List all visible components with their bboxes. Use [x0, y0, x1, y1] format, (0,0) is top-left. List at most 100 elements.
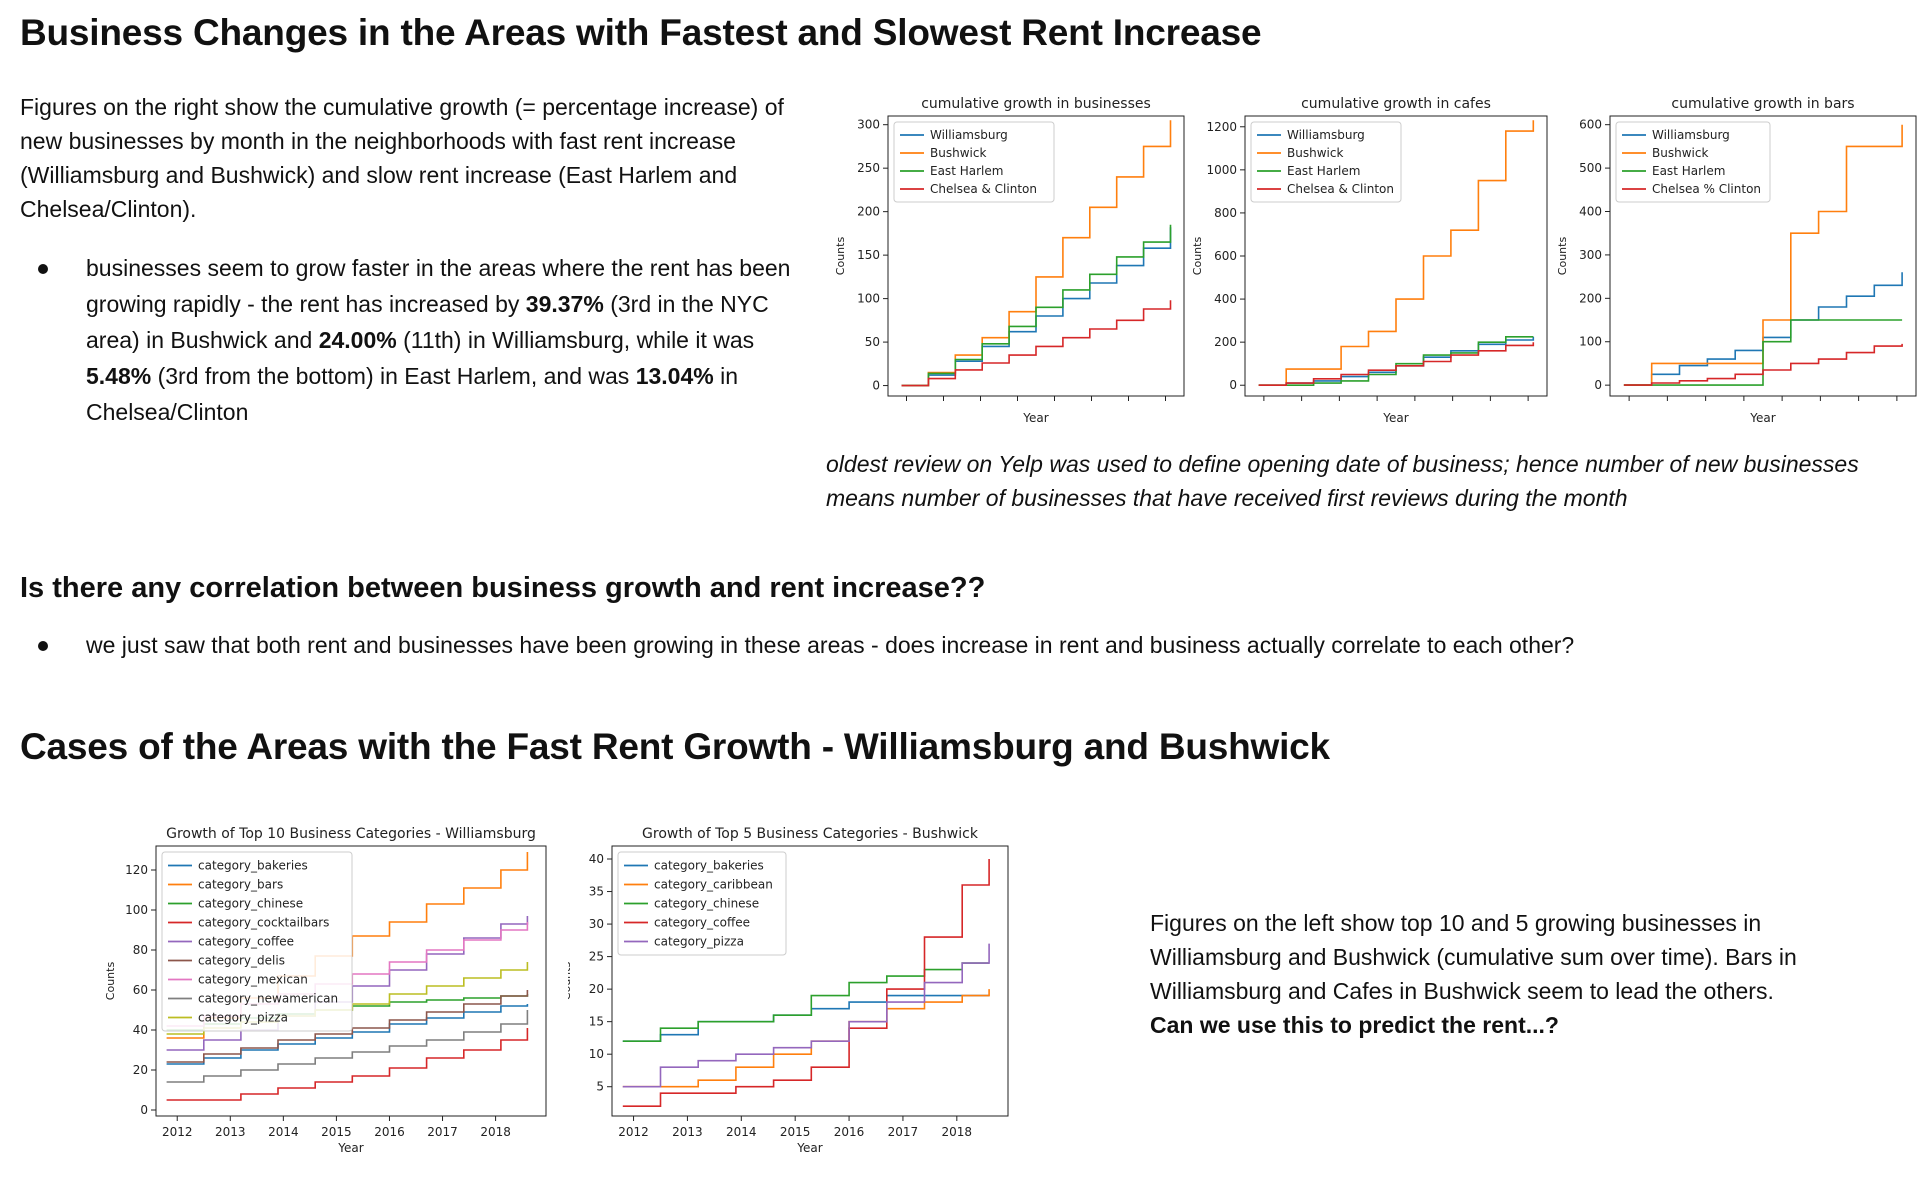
series-line-3	[901, 300, 1172, 387]
y-tick-label: 120	[125, 863, 148, 877]
y-tick-label: 100	[857, 292, 880, 306]
chart-bars: cumulative growth in bars 0 100 200 300 400 50…	[1556, 96, 1917, 422]
y-tick-label: 0	[1229, 378, 1237, 392]
series-line-7	[166, 1010, 529, 1083]
y-tick-label: 300	[1579, 248, 1602, 262]
series-line-3	[1623, 343, 1903, 386]
section1-bullet-text: businesses seem to grow faster in the ar…	[86, 255, 791, 425]
x-tick-label: 2013	[215, 1125, 246, 1139]
section2-bullet: we just saw that both rent and businesse…	[38, 627, 1738, 667]
series-line-2	[901, 224, 1172, 387]
y-axis-label: Counts	[1193, 237, 1204, 276]
y-tick-label: 15	[589, 1015, 604, 1029]
x-tick-label: 2012	[162, 1125, 193, 1139]
section1-title: Business Changes in the Areas with Faste…	[20, 12, 1262, 53]
series-line-3	[166, 1028, 529, 1101]
x-axis-label: Year	[337, 1141, 363, 1155]
section3-title: Cases of the Areas with the Fast Rent Gr…	[20, 726, 1330, 767]
y-tick-label: 0	[872, 379, 880, 393]
legend-label: East Harlem	[1287, 164, 1360, 178]
legend-box	[893, 121, 1055, 203]
x-tick-label: 2014	[268, 1125, 299, 1139]
legend-box	[617, 851, 787, 956]
series-line-3	[622, 859, 990, 1108]
x-tick-label: 2013	[672, 1125, 703, 1139]
y-tick-label: 150	[857, 248, 880, 262]
y-tick-label: 0	[140, 1103, 148, 1117]
y-tick-label: 25	[589, 950, 604, 964]
bullet-dot	[38, 641, 48, 651]
series-line-1	[1258, 120, 1535, 387]
legend-label: category_chinese	[654, 897, 759, 911]
legend-box	[161, 851, 353, 1032]
legend-box	[1615, 121, 1771, 203]
legend-label: Chelsea & Clinton	[930, 182, 1037, 196]
chart-title: cumulative growth in cafes	[1301, 96, 1491, 112]
chart-cafes: cumulative growth in cafes 0 200 400 600 800 1…	[1193, 96, 1548, 422]
y-tick-label: 60	[133, 983, 148, 997]
section2-bullet-text: we just saw that both rent and businesse…	[86, 632, 1575, 658]
legend-label: category_bakeries	[198, 859, 308, 873]
x-tick-label: 2018	[942, 1125, 973, 1139]
yelp-note: oldest review on Yelp was used to define…	[826, 451, 1859, 511]
legend-label: category_coffee	[198, 935, 294, 949]
section1-intro: Figures on the right show the cumulative…	[20, 94, 784, 222]
y-tick-label: 35	[589, 885, 604, 899]
y-tick-label: 200	[857, 205, 880, 219]
section3-right-body: Figures on the left show top 10 and 5 gr…	[1150, 910, 1797, 1004]
series-line-4	[622, 943, 990, 1088]
rent-williamsburg: 24.00%	[318, 327, 397, 353]
rent-east-harlem: 5.48%	[86, 363, 152, 389]
legend-label: category_pizza	[654, 935, 744, 949]
legend-label: category_chinese	[198, 897, 303, 911]
y-tick-label: 600	[1579, 118, 1602, 132]
legend-label: category_cocktailbars	[198, 916, 329, 930]
legend-label: category_delis	[198, 954, 285, 968]
y-tick-label: 1000	[1206, 163, 1237, 177]
legend-label: category_newamerican	[198, 992, 338, 1006]
legend-label: Williamsburg	[1287, 128, 1365, 142]
legend-label: category_bars	[198, 878, 283, 892]
x-tick-label: 2017	[888, 1125, 919, 1139]
series-line-3	[1258, 342, 1535, 387]
section1-bullet: businesses seem to grow faster in the ar…	[38, 250, 798, 430]
legend-label: East Harlem	[930, 164, 1003, 178]
y-tick-label: 50	[865, 335, 880, 349]
chart-title: Growth of Top 5 Business Categories - Bu…	[642, 826, 979, 842]
x-tick-label: 2015	[321, 1125, 352, 1139]
chart-williamsburg: Growth of Top 10 Business Categories - W…	[104, 826, 547, 1155]
y-tick-label: 800	[1214, 206, 1237, 220]
rent-bushwick: 39.37%	[525, 291, 604, 317]
x-tick-label: 2012	[618, 1125, 649, 1139]
chart-businesses: cumulative growth in businesses 0 50 100 150…	[834, 96, 1185, 422]
y-tick-label: 30	[589, 917, 604, 931]
legend-label: category_coffee	[654, 916, 750, 930]
x-tick-label: 2016	[374, 1125, 405, 1139]
y-tick-label: 10	[589, 1047, 604, 1061]
y-axis-label: Counts	[104, 962, 117, 1001]
section3-right-question: Can we use this to predict the rent...?	[1150, 1012, 1559, 1038]
x-tick-label: 2016	[834, 1125, 865, 1139]
legend-label: Bushwick	[1652, 146, 1708, 160]
legend-label: Chelsea & Clinton	[1287, 182, 1394, 196]
chart-title: cumulative growth in businesses	[921, 96, 1151, 112]
legend-box	[1250, 121, 1402, 203]
y-tick-label: 500	[1579, 161, 1602, 175]
section3-right-text: Figures on the left show top 10 and 5 gr…	[1150, 906, 1890, 1042]
y-tick-label: 40	[133, 1023, 148, 1037]
x-tick-label: 2015	[780, 1125, 811, 1139]
y-tick-label: 250	[857, 161, 880, 175]
x-axis-label: Year	[1382, 411, 1408, 422]
legend-label: Williamsburg	[1652, 128, 1730, 142]
legend-label: category_bakeries	[654, 859, 764, 873]
section2-title: Is there any correlation between busines…	[20, 572, 986, 604]
y-tick-label: 0	[1594, 378, 1602, 392]
legend-label: category_caribbean	[654, 878, 773, 892]
legend-label: Williamsburg	[930, 128, 1008, 142]
y-tick-label: 80	[133, 943, 148, 957]
y-tick-label: 40	[589, 852, 604, 866]
y-tick-label: 300	[857, 118, 880, 132]
x-tick-label: 2017	[427, 1125, 458, 1139]
x-axis-label: Year	[1749, 411, 1775, 422]
